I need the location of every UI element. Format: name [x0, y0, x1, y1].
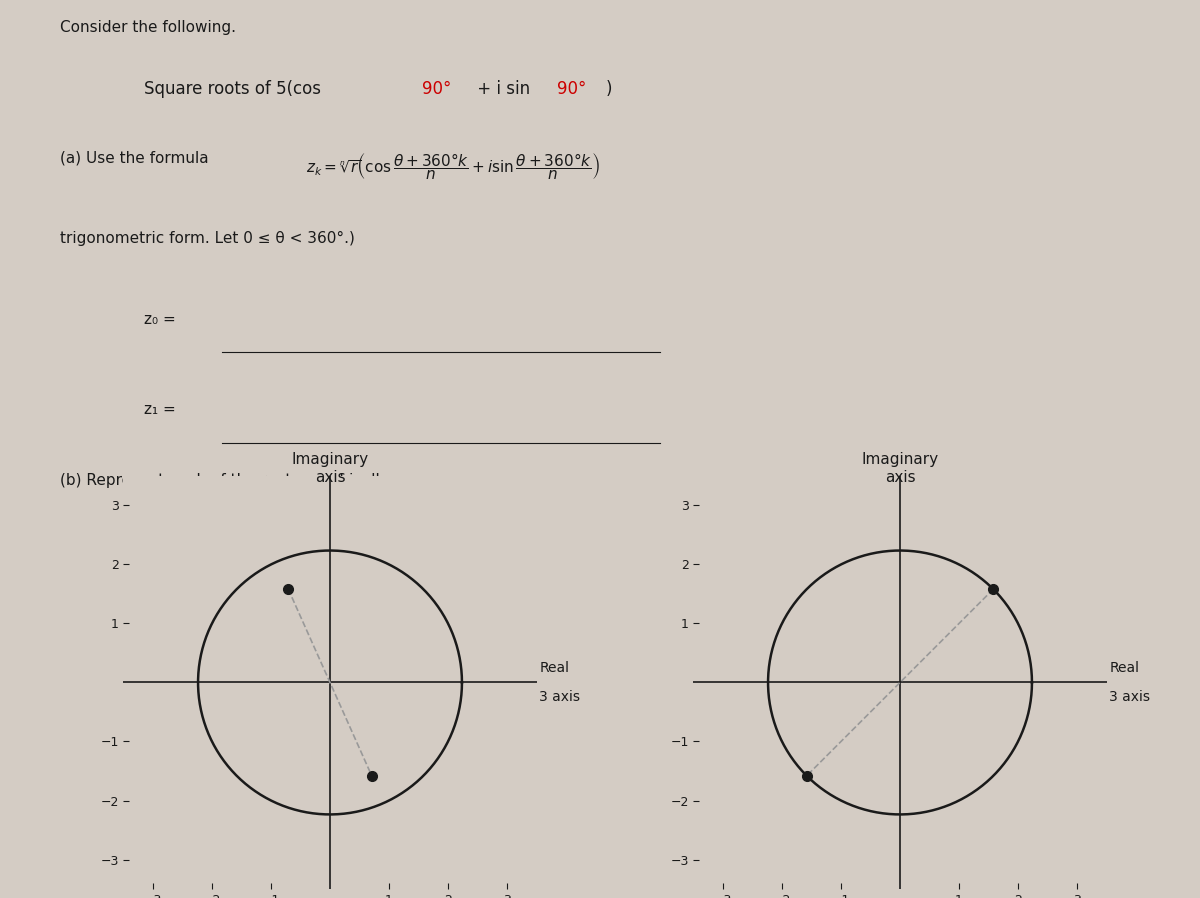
Text: $z_k = \sqrt[n]{r}\!\left(\cos\dfrac{\theta + 360°k}{n} + i\sin\dfrac{\theta + 3: $z_k = \sqrt[n]{r}\!\left(\cos\dfrac{\th…: [306, 151, 600, 181]
Text: 90°: 90°: [557, 81, 586, 99]
Text: Real: Real: [540, 662, 570, 675]
Text: trigonometric form. Let 0 ≤ θ < 360°.): trigonometric form. Let 0 ≤ θ < 360°.): [60, 232, 355, 246]
Text: (a) Use the formula: (a) Use the formula: [60, 151, 218, 166]
Text: axis: axis: [314, 470, 346, 485]
Text: Square roots of 5(cos: Square roots of 5(cos: [144, 81, 326, 99]
Text: Imaginary: Imaginary: [862, 452, 938, 467]
Text: (b) Represent each of the roots graphically.: (b) Represent each of the roots graphica…: [60, 472, 391, 488]
Text: z₀ =: z₀ =: [144, 312, 175, 327]
Text: 3 axis: 3 axis: [540, 690, 581, 703]
Text: z₁ =: z₁ =: [144, 402, 175, 418]
Text: Imaginary: Imaginary: [292, 452, 368, 467]
Text: 90°: 90°: [422, 81, 451, 99]
Text: 3 axis: 3 axis: [1110, 690, 1151, 703]
Text: + i sin: + i sin: [472, 81, 535, 99]
Text: ): ): [606, 81, 612, 99]
Text: axis: axis: [884, 470, 916, 485]
Text: Consider the following.: Consider the following.: [60, 20, 236, 35]
Text: Real: Real: [1110, 662, 1140, 675]
